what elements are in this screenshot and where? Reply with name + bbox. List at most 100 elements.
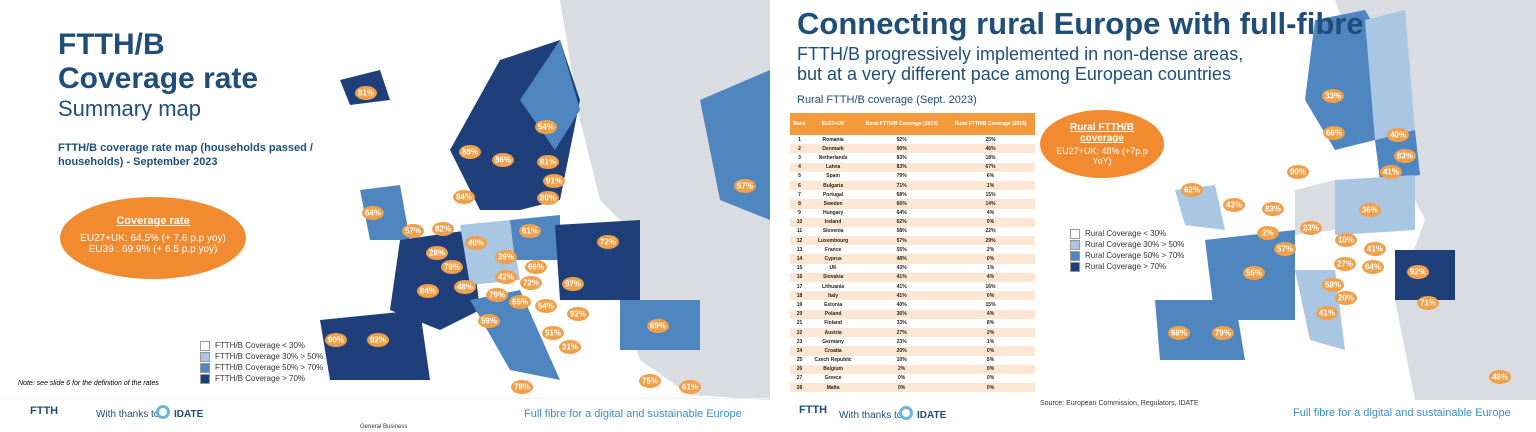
map-label-bg: [1274, 242, 1296, 256]
table-row: 14 Cyprus 48% 0%: [790, 254, 1035, 264]
table-cell: 1: [790, 135, 809, 145]
table-cell: 0%: [946, 346, 1035, 356]
map-label-bg: [520, 276, 542, 290]
table-row: 22 Austria 27% 2%: [790, 327, 1035, 338]
table-cell: Finland: [808, 318, 858, 328]
map-label: 57%: [405, 227, 421, 236]
table-cell: 5: [790, 171, 809, 181]
table-row: 6 Bulgaria 71% 1%: [790, 180, 1035, 191]
table-row: 15 UK 43% 1%: [790, 263, 1035, 273]
map-label: 40%: [1390, 131, 1406, 140]
table-cell: 18%: [946, 153, 1035, 163]
map-label: 59%: [481, 317, 497, 326]
table-cell: Denmark: [808, 144, 858, 154]
table-cell: Luxembourg: [808, 236, 858, 246]
table-cell: 13: [790, 245, 809, 255]
map-label-bg: [537, 155, 559, 169]
table-cell: Italy: [808, 291, 858, 301]
legend-swatch: [200, 373, 210, 384]
table-row: 8 Sweden 66% 14%: [790, 199, 1035, 209]
legend: FTTH/B Coverage < 30% FTTH/B Coverage 30%…: [200, 340, 323, 384]
table-cell: 21: [790, 318, 809, 328]
table-cell: 2%: [946, 327, 1035, 338]
map-label: 83%: [1265, 205, 1281, 214]
map-label: 84%: [456, 193, 472, 202]
table-cell: 41%: [857, 272, 947, 282]
title: Connecting rural Europe with full-fibre: [797, 6, 1364, 41]
map-label: 57%: [737, 182, 753, 191]
table-row: 18 Italy 41% 0%: [790, 291, 1035, 301]
legend-item: Rural Coverage 30% > 50%: [1070, 239, 1184, 250]
legend-label: FTTH/B Coverage < 30%: [215, 341, 306, 350]
table-row: 17 Lithuania 41% 16%: [790, 282, 1035, 292]
map-label-bg: [1168, 326, 1190, 340]
table-cell: 90%: [857, 144, 947, 154]
legend-item: FTTH/B Coverage 30% > 50%: [200, 351, 323, 362]
map-label-bg: [486, 288, 508, 302]
table-cell: 0%: [857, 383, 947, 393]
map-label: 39%: [498, 253, 514, 262]
table-cell: 68%: [857, 190, 947, 200]
legend-label: Rural Coverage > 70%: [1085, 262, 1167, 271]
map-label-bg: [1394, 149, 1416, 163]
table-cell: 10%: [857, 355, 947, 365]
table-cell: Greece: [808, 373, 858, 384]
map-label: 10%: [1338, 236, 1354, 245]
table-row: 16 Slovakia 41% 4%: [790, 272, 1035, 282]
map-label-bg: [1223, 198, 1245, 212]
table-cell: Slovakia: [808, 272, 858, 282]
table-cell: 22%: [946, 226, 1035, 237]
map-label: 54%: [538, 123, 554, 132]
map-label: 88%: [462, 148, 478, 157]
table-cell: 23: [790, 337, 809, 347]
map-label: 31%: [562, 343, 578, 352]
map-label-bg: [432, 222, 454, 236]
map-label: 68%: [1171, 329, 1187, 338]
footer: FTTH With thanks to IDATE Full fibre for…: [799, 404, 1511, 421]
box-heading: Coverage rate: [116, 215, 190, 227]
map-label-bg: [1262, 202, 1284, 216]
map-label-bg: [1417, 296, 1439, 310]
table-cell: UK: [808, 263, 858, 273]
map-label-bg: [478, 314, 500, 328]
table-cell: Netherlands: [808, 153, 858, 163]
table-cell: 15: [790, 263, 809, 273]
table-row: 10 Ireland 62% 0%: [790, 217, 1035, 227]
coverage-table: Rank EU27+UK Rural FTTH/B Coverage (2023) R…: [790, 113, 1035, 393]
map-label: 92%: [1410, 268, 1426, 277]
table-cell: 4%: [946, 272, 1035, 282]
map-label: 64%: [1365, 263, 1381, 272]
map-label: 90%: [328, 336, 344, 345]
table-cell: 14%: [946, 199, 1035, 209]
legend-label: FTTH/B Coverage 30% > 50%: [215, 352, 324, 361]
map-label: 61%: [682, 383, 698, 392]
table-cell: 11: [790, 226, 809, 237]
map-label-bg: [402, 224, 424, 238]
map-label-bg: [734, 179, 756, 193]
legend-item: Rural Coverage 50% > 70%: [1070, 250, 1184, 261]
map-label: 92%: [370, 336, 386, 345]
table-cell: Latvia: [808, 162, 858, 172]
map-label-bg: [542, 326, 564, 340]
table-row: 1 Romania 92% 25%: [790, 135, 1035, 145]
map-label-bg: [1335, 233, 1357, 247]
table-cell: Hungary: [808, 208, 858, 218]
table-cell: Romania: [808, 135, 858, 145]
box-heading: Rural FTTH/B coverage: [1070, 122, 1134, 144]
map-label: 90%: [1290, 168, 1306, 177]
map-label: 72%: [600, 238, 616, 247]
map-label: 42%: [498, 273, 514, 282]
legend-item: Rural Coverage > 70%: [1070, 261, 1184, 272]
map-label-bg: [355, 86, 377, 100]
title: Coverage rate: [58, 62, 259, 95]
table-row: 2 Denmark 90% 46%: [790, 144, 1035, 154]
table-cell: 0%: [946, 254, 1035, 264]
table-cell: 26: [790, 364, 809, 374]
table-cell: Bulgaria: [808, 180, 858, 191]
header-cell: Rural FTTH/B Coverage (2015): [946, 113, 1035, 135]
title: FTTH/B: [58, 28, 165, 61]
legend-swatch: [1070, 228, 1080, 239]
table-row: 27 Greece 0% 0%: [790, 373, 1035, 384]
table-cell: 43%: [857, 263, 947, 273]
thanks: With thanks to: [839, 410, 903, 421]
